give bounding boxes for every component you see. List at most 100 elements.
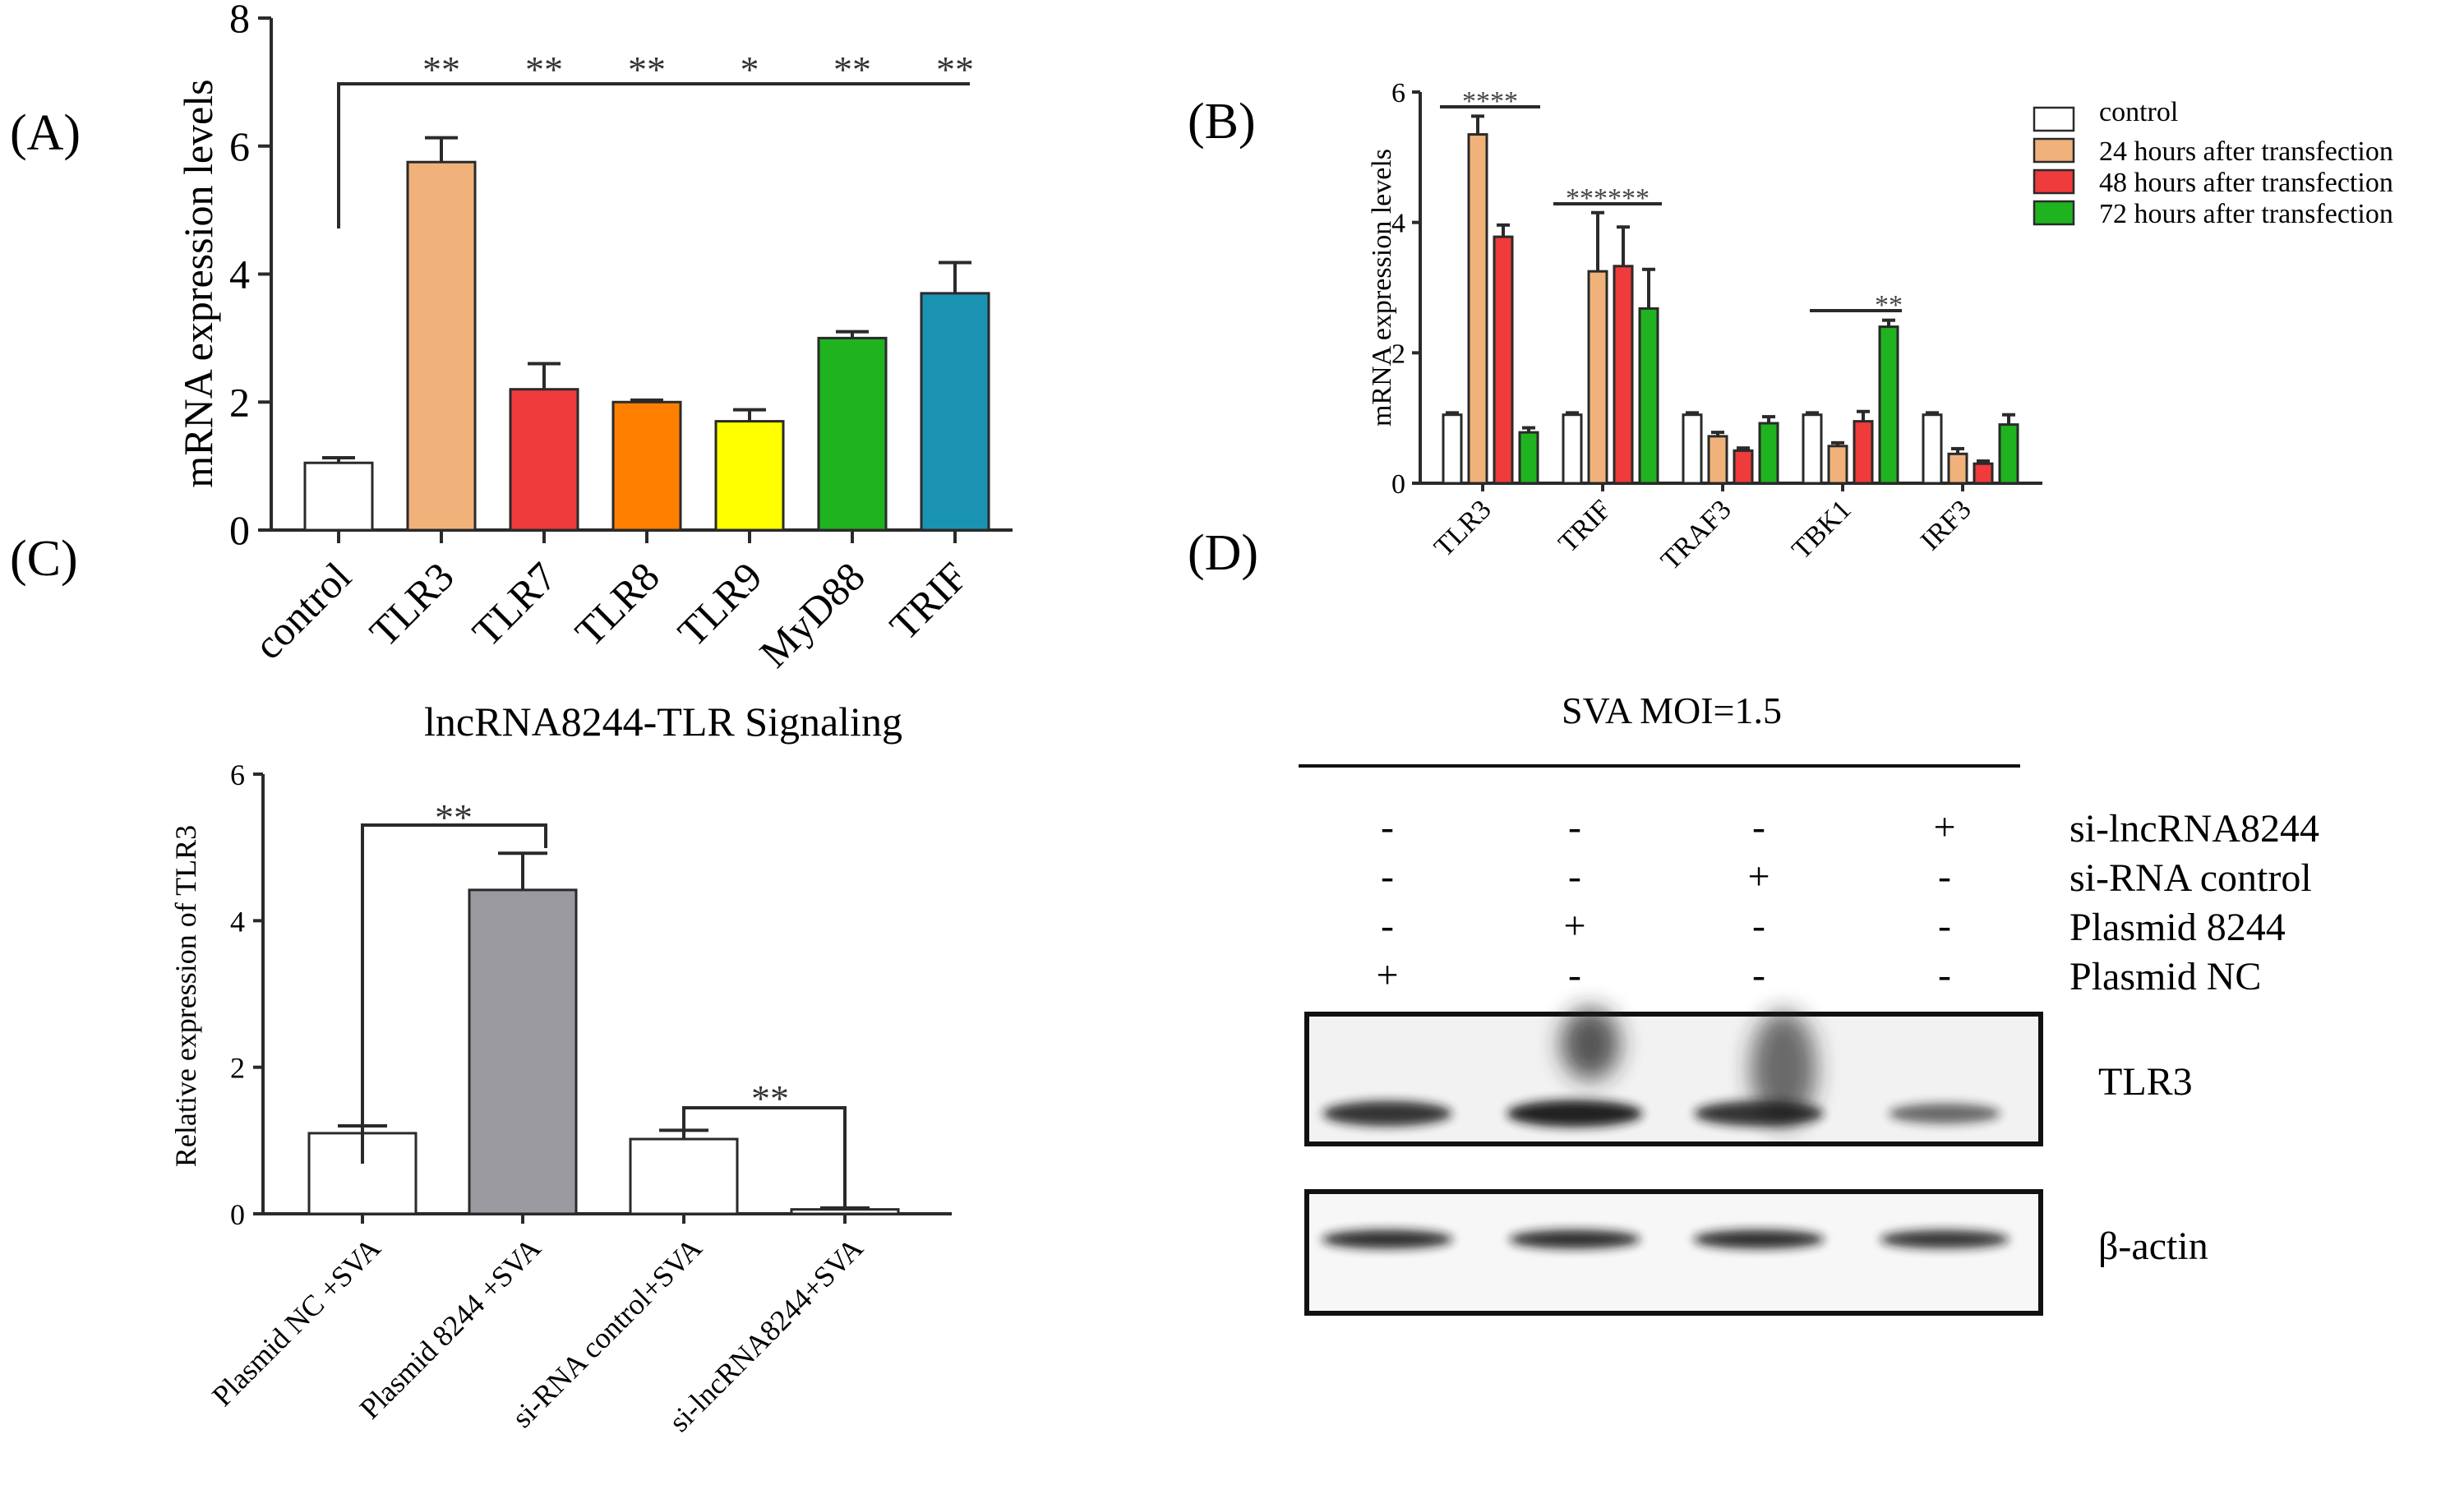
- chart-b-significance: ****: [1462, 86, 1518, 117]
- chart-a-y-tick-label: 8: [229, 0, 250, 41]
- chart-b-bar: [1442, 413, 1463, 485]
- blot-row-label: si-RNA control: [2069, 856, 2312, 900]
- chart-a-bar-tlr8: [611, 400, 682, 532]
- blot-sign: +: [1933, 805, 1955, 849]
- legend-swatch: [2033, 168, 2075, 195]
- blot-band: [1509, 1229, 1640, 1249]
- chart-b-bar: [1707, 435, 1728, 485]
- blot-sign: -: [1381, 855, 1394, 898]
- chart-c-significance-bracket: [361, 823, 547, 1164]
- chart-c-significance-bracket: [682, 1106, 847, 1206]
- blot-band: [1694, 1100, 1824, 1127]
- blot-sign: -: [1568, 805, 1581, 849]
- blot-band: [1322, 1229, 1453, 1249]
- blot-band: [1693, 1229, 1825, 1249]
- western-blot: SVA MOI=1.5 - - - + si-lncRNA8244 - - + - si-RNA …: [1299, 689, 2319, 1316]
- chart-b-y-tick-label: 0: [1391, 469, 1405, 500]
- legend-entry: 72 hours after transfection: [2099, 199, 2393, 229]
- chart-c-y-tick-label: 0: [230, 1198, 245, 1231]
- chart-b-bar: [1467, 133, 1488, 485]
- chart-c-y-axis-label: Relative expression of TLR3: [169, 825, 202, 1167]
- chart-b-bar: [1587, 270, 1608, 485]
- chart-c-bar: [629, 1137, 739, 1215]
- panel-label-a: (A): [10, 105, 81, 161]
- blot-band: [1888, 1103, 2001, 1124]
- blot-band: [1322, 1100, 1452, 1127]
- chart-c-bar: [790, 1208, 900, 1215]
- blot-smear: [1751, 1011, 1816, 1126]
- chart-c-y-tick-label: 4: [230, 905, 245, 938]
- chart-b-bar: [1613, 265, 1634, 485]
- chart-a-bar-myd88: [817, 336, 888, 532]
- blot-sign: -: [1568, 953, 1581, 997]
- blot-treatment-table: - - - + si-lncRNA8244 - - + - si-RNA control - + - - P…: [1376, 805, 2319, 998]
- chart-b-x-tick-label: TRIF: [1553, 494, 1617, 558]
- chart-b-bar: [1733, 449, 1754, 485]
- chart-b-y-tick-label: 4: [1391, 209, 1405, 239]
- blot-sign: -: [1752, 904, 1765, 948]
- chart-a-bar-trif: [920, 292, 990, 532]
- blot-band-label: β-actin: [2098, 1224, 2208, 1268]
- blot-row-label: Plasmid 8244: [2069, 906, 2286, 949]
- chart-b-y-axis-label: mRNA expression levels: [1367, 149, 1397, 427]
- blot-sign: -: [1938, 855, 1951, 898]
- chart-c: Relative expression of TLR3 0 2 4 6 Plasmid …: [169, 759, 952, 1438]
- legend-entry: control: [2099, 97, 2178, 127]
- chart-a-y-tick-label: 4: [229, 251, 250, 297]
- chart-c-bar: [468, 888, 578, 1215]
- blot-band: [1507, 1100, 1643, 1128]
- blot-smear: [1561, 1008, 1620, 1080]
- chart-b-bar: [1853, 420, 1874, 485]
- chart-b-significance: ******: [1566, 183, 1650, 214]
- chart-b-bar: [1947, 452, 1968, 485]
- blot-sign: +: [1563, 904, 1585, 948]
- blot-sign: -: [1752, 805, 1765, 849]
- chart-a: lncRNA8244-TLR Signaling mRNA expression…: [175, 0, 1013, 745]
- chart-a-significance: *: [741, 48, 759, 90]
- chart-a-x-tick-label: TRIF: [881, 553, 976, 648]
- chart-a-y-axis-label: mRNA expression levels: [175, 79, 221, 487]
- chart-a-x-tick-label: TLR3: [361, 553, 463, 655]
- chart-b-y-tick-label: 6: [1391, 78, 1405, 108]
- chart-b-bar: [1973, 462, 1994, 485]
- chart-b-bar: [1518, 431, 1539, 485]
- chart-c-y-tick-label: 6: [230, 759, 245, 791]
- chart-b-bar: [1922, 413, 1943, 485]
- panel-label-b: (B): [1188, 94, 1256, 150]
- panel-label-d: (D): [1188, 525, 1258, 581]
- chart-c-x-tick-label: Plasmid 8244 +SVA: [353, 1231, 547, 1425]
- chart-b-bar: [1998, 423, 2019, 485]
- legend-entry: 48 hours after transfection: [2099, 168, 2393, 198]
- blot-sign: -: [1381, 805, 1394, 849]
- chart-a-x-tick-label: control: [245, 553, 360, 668]
- blot-row-label: si-lncRNA8244: [2069, 807, 2319, 851]
- chart-b-bar: [1493, 235, 1514, 485]
- chart-b-x-tick-label: IRF3: [1915, 494, 1977, 556]
- chart-b-y-tick-label: 2: [1391, 339, 1405, 369]
- blot-box-beta-actin: [1304, 1189, 2043, 1316]
- chart-b-bar: [1758, 422, 1779, 485]
- chart-a-y-tick-label: 2: [229, 379, 250, 425]
- blot-row-label: Plasmid NC: [2069, 955, 2261, 998]
- chart-a-bar-tlr9: [714, 420, 785, 532]
- blot-sign: +: [1747, 855, 1770, 898]
- chart-b-x-tick-label: TRAF3: [1655, 494, 1737, 576]
- chart-a-y-tick-label: 0: [229, 507, 250, 553]
- blot-band: [1880, 1229, 2009, 1249]
- chart-a-y-tick-label: 6: [229, 123, 250, 169]
- blot-sign: -: [1938, 953, 1951, 997]
- legend-swatch: [2033, 106, 2075, 132]
- blot-sign: +: [1376, 953, 1398, 997]
- chart-a-x-tick-label: TLR8: [566, 553, 668, 655]
- blot-band-boxes: TLR3 β-actin: [1304, 1008, 2208, 1316]
- chart-b-significance: **: [1875, 290, 1903, 321]
- chart-a-bar-tlr7: [509, 388, 579, 532]
- chart-b-bar: [1638, 307, 1659, 485]
- panel-label-c: (C): [10, 531, 78, 587]
- legend-entry: 24 hours after transfection: [2099, 136, 2393, 167]
- blot-band-label: TLR3: [2098, 1060, 2193, 1104]
- blot-sign: -: [1381, 904, 1394, 948]
